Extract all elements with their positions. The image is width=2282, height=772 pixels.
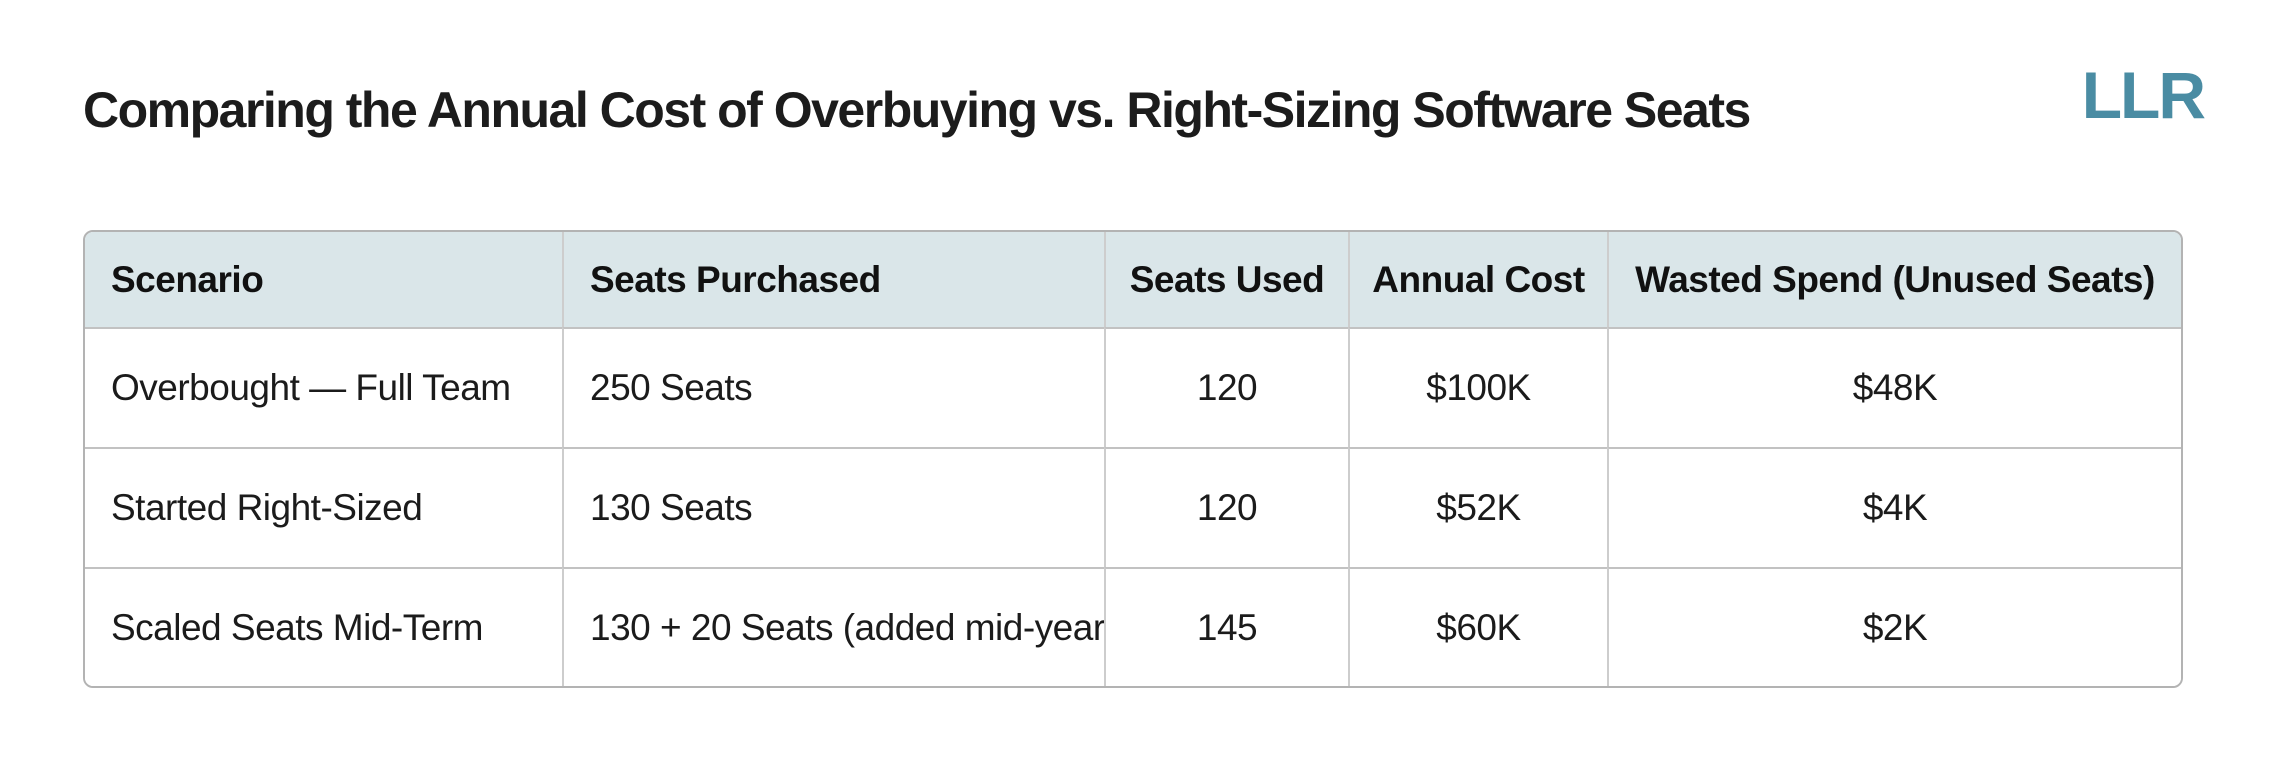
table-row: Scaled Seats Mid-Term 130 + 20 Seats (ad… [85, 567, 2181, 686]
column-header-wasted-spend: Wasted Spend (Unused Seats) [1607, 232, 2181, 327]
comparison-table-grid: Scenario Seats Purchased Seats Used Annu… [85, 232, 2181, 686]
cell-wasted-spend: $48K [1607, 327, 2181, 447]
cell-seats-purchased: 250 Seats [562, 327, 1104, 447]
llr-logo: LLR [2081, 58, 2206, 132]
table-row: Overbought — Full Team 250 Seats 120 $10… [85, 327, 2181, 447]
comparison-table: Scenario Seats Purchased Seats Used Annu… [83, 230, 2183, 688]
column-header-scenario: Scenario [85, 232, 562, 327]
cell-seats-used: 145 [1104, 567, 1348, 686]
cell-scenario: Scaled Seats Mid-Term [85, 567, 562, 686]
cell-annual-cost: $100K [1348, 327, 1607, 447]
table-row: Started Right-Sized 130 Seats 120 $52K $… [85, 447, 2181, 567]
cell-annual-cost: $60K [1348, 567, 1607, 686]
cell-wasted-spend: $2K [1607, 567, 2181, 686]
cell-annual-cost: $52K [1348, 447, 1607, 567]
cell-seats-used: 120 [1104, 447, 1348, 567]
cell-seats-purchased: 130 + 20 Seats (added mid-year) [562, 567, 1104, 686]
column-header-seats-used: Seats Used [1104, 232, 1348, 327]
table-header-row: Scenario Seats Purchased Seats Used Annu… [85, 232, 2181, 327]
column-header-annual-cost: Annual Cost [1348, 232, 1607, 327]
cell-wasted-spend: $4K [1607, 447, 2181, 567]
cell-scenario: Overbought — Full Team [85, 327, 562, 447]
column-header-seats-purchased: Seats Purchased [562, 232, 1104, 327]
cell-scenario: Started Right-Sized [85, 447, 562, 567]
cell-seats-purchased: 130 Seats [562, 447, 1104, 567]
cell-seats-used: 120 [1104, 327, 1348, 447]
page-title: Comparing the Annual Cost of Overbuying … [83, 82, 1751, 138]
